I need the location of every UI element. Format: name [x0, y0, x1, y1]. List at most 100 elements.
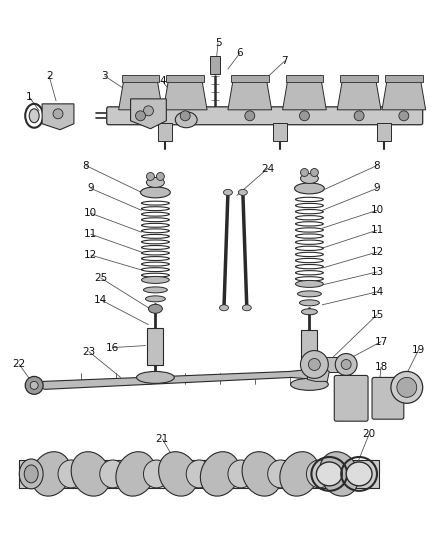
Text: 14: 14 — [371, 287, 384, 297]
Circle shape — [308, 359, 320, 370]
Bar — [340, 75, 378, 82]
Ellipse shape — [116, 451, 155, 496]
Ellipse shape — [316, 462, 342, 486]
Circle shape — [354, 111, 364, 121]
Ellipse shape — [141, 277, 170, 284]
Ellipse shape — [268, 460, 293, 488]
Bar — [210, 56, 220, 74]
Circle shape — [180, 111, 190, 121]
Circle shape — [25, 376, 43, 394]
Text: 10: 10 — [84, 208, 97, 219]
Ellipse shape — [300, 300, 319, 306]
Text: 12: 12 — [371, 247, 384, 257]
Text: 9: 9 — [88, 183, 94, 193]
FancyBboxPatch shape — [107, 107, 423, 125]
Bar — [122, 75, 159, 82]
Circle shape — [399, 111, 409, 121]
Text: 24: 24 — [261, 164, 274, 174]
Bar — [231, 75, 268, 82]
Text: 7: 7 — [281, 56, 288, 66]
Polygon shape — [163, 81, 207, 110]
Text: 14: 14 — [94, 295, 107, 305]
Circle shape — [146, 173, 155, 181]
Text: 4: 4 — [159, 76, 166, 86]
Ellipse shape — [238, 189, 247, 196]
Ellipse shape — [301, 309, 318, 315]
Text: 21: 21 — [156, 434, 169, 444]
Ellipse shape — [223, 189, 233, 196]
Bar — [301, 330, 318, 367]
Bar — [286, 75, 323, 82]
Ellipse shape — [219, 305, 229, 311]
Text: 6: 6 — [237, 48, 243, 58]
Polygon shape — [228, 81, 272, 110]
Ellipse shape — [296, 280, 323, 287]
Circle shape — [300, 168, 308, 176]
Ellipse shape — [159, 451, 198, 496]
Text: 18: 18 — [374, 362, 388, 373]
Text: 22: 22 — [13, 359, 26, 369]
Text: 1: 1 — [26, 92, 32, 102]
Ellipse shape — [100, 460, 126, 488]
Ellipse shape — [146, 177, 164, 188]
Text: 10: 10 — [371, 205, 384, 215]
Polygon shape — [42, 104, 74, 130]
Ellipse shape — [280, 451, 319, 496]
Polygon shape — [283, 81, 326, 110]
Polygon shape — [382, 81, 426, 110]
Text: 13: 13 — [371, 267, 384, 277]
Ellipse shape — [186, 460, 212, 488]
Text: 19: 19 — [412, 344, 425, 354]
Ellipse shape — [144, 287, 167, 293]
Bar — [166, 75, 204, 82]
Ellipse shape — [294, 183, 324, 194]
Ellipse shape — [144, 460, 170, 488]
Circle shape — [135, 111, 145, 121]
Circle shape — [300, 111, 309, 121]
Circle shape — [391, 372, 423, 403]
Polygon shape — [119, 81, 162, 110]
Ellipse shape — [148, 304, 162, 313]
Ellipse shape — [242, 451, 281, 496]
Ellipse shape — [141, 187, 170, 198]
FancyBboxPatch shape — [334, 375, 368, 421]
Circle shape — [341, 360, 351, 369]
Ellipse shape — [297, 291, 321, 297]
Circle shape — [311, 168, 318, 176]
Circle shape — [144, 106, 153, 116]
Ellipse shape — [19, 459, 43, 489]
Bar — [148, 328, 163, 366]
Ellipse shape — [137, 372, 174, 383]
Circle shape — [300, 351, 328, 378]
Text: 11: 11 — [84, 229, 97, 239]
Ellipse shape — [290, 378, 328, 390]
Ellipse shape — [24, 465, 38, 483]
Circle shape — [397, 377, 417, 397]
Circle shape — [335, 353, 357, 375]
Circle shape — [156, 173, 164, 181]
Ellipse shape — [307, 460, 332, 488]
Text: 9: 9 — [374, 183, 380, 193]
Polygon shape — [337, 81, 381, 110]
Text: 2: 2 — [46, 71, 53, 81]
Ellipse shape — [300, 173, 318, 183]
Bar — [385, 75, 423, 82]
Text: 8: 8 — [374, 160, 380, 171]
Circle shape — [30, 382, 38, 389]
Ellipse shape — [200, 451, 240, 496]
Text: 23: 23 — [82, 346, 95, 357]
Text: 5: 5 — [215, 38, 221, 48]
Polygon shape — [39, 369, 318, 389]
Ellipse shape — [320, 451, 359, 496]
Text: 16: 16 — [106, 343, 119, 352]
Circle shape — [245, 111, 255, 121]
FancyBboxPatch shape — [372, 377, 404, 419]
Ellipse shape — [58, 460, 84, 488]
Ellipse shape — [29, 109, 39, 123]
Ellipse shape — [242, 305, 251, 311]
Text: 17: 17 — [374, 337, 388, 346]
Circle shape — [53, 109, 63, 119]
Polygon shape — [312, 357, 348, 373]
Text: 20: 20 — [363, 429, 376, 439]
Ellipse shape — [145, 296, 165, 302]
